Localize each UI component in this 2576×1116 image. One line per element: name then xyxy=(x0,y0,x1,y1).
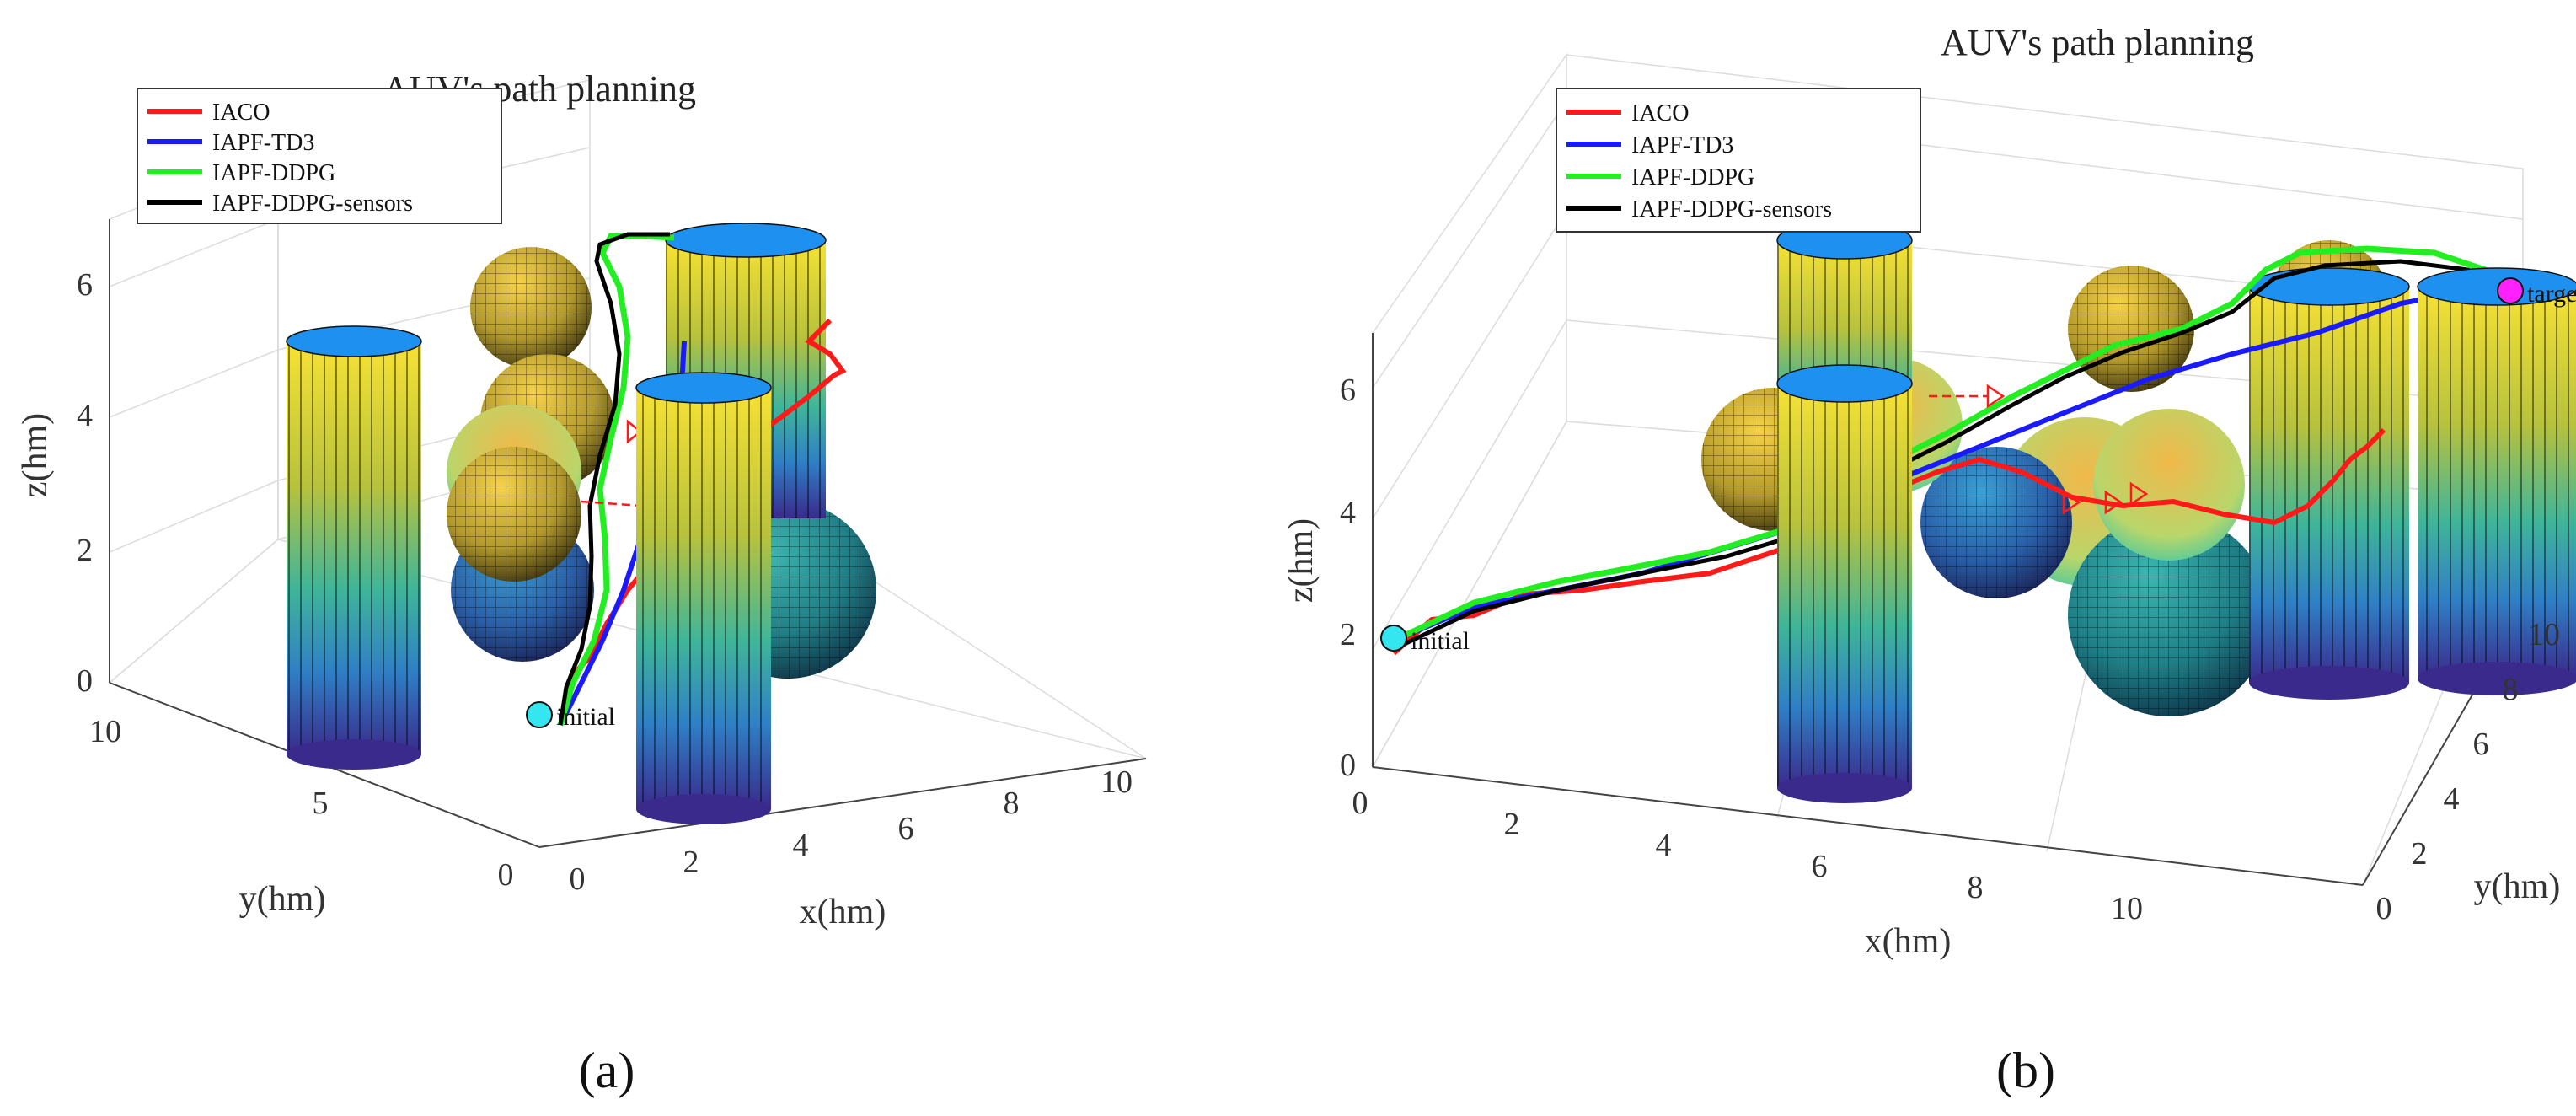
initial-label: initial xyxy=(556,703,615,731)
x-tick-label: 4 xyxy=(793,828,809,863)
obstacles-a xyxy=(286,223,876,770)
x-tick-label: 10 xyxy=(2111,891,2143,926)
legend-entry: IAPF-TD3 xyxy=(1631,132,1733,158)
x-axis-line-b xyxy=(1372,766,2364,886)
paths-b xyxy=(1392,245,2504,656)
panel-a: initial AUV's path planning IACO IAPF-TD… xyxy=(16,68,1147,1098)
y-tick-label: 0 xyxy=(2376,891,2392,926)
initial-marker: initial xyxy=(1380,625,1470,655)
series-iapf-ddpg-sensors-path xyxy=(1392,259,2504,652)
legend-b: IACO IAPF-TD3 IAPF-DDPG IAPF-DDPG-sensor… xyxy=(1556,88,1921,233)
legend-entry: IACO xyxy=(212,99,270,126)
chart-title: AUV's path planning xyxy=(1941,22,2254,63)
sphere-obstacle xyxy=(2093,409,2245,561)
x-ticks-b: 0 2 4 6 8 10 xyxy=(1352,786,2144,926)
legend-entry: IAPF-DDPG-sensors xyxy=(212,190,413,217)
x-axis-label: x(hm) xyxy=(800,893,886,931)
y-axis-label: y(hm) xyxy=(239,880,326,919)
x-tick-label: 10 xyxy=(1101,765,1133,800)
series-iapf-ddpg-path xyxy=(1392,245,2504,644)
target-label: target xyxy=(2527,280,2576,308)
legend-entry: IAPF-DDPG xyxy=(212,160,335,186)
x-ticks-a: 0 2 4 6 8 10 xyxy=(570,765,1133,897)
initial-point xyxy=(526,701,553,728)
x-tick-label: 0 xyxy=(570,861,586,897)
initial-marker: initial xyxy=(526,701,615,731)
series-iaco-path xyxy=(1392,427,2386,656)
x-tick-label: 2 xyxy=(683,845,699,880)
x-tick-label: 0 xyxy=(1352,786,1368,821)
legend-entry: IACO xyxy=(1631,100,1689,126)
floor-a xyxy=(108,539,1147,848)
chart-a: initial AUV's path planning IACO IAPF-TD… xyxy=(16,68,1147,1098)
x-tick-label: 6 xyxy=(898,811,914,846)
y-tick-label: 10 xyxy=(2528,617,2560,652)
target-point xyxy=(2497,277,2524,304)
back-wall-left-a xyxy=(109,150,279,684)
back-wall-left-b xyxy=(1372,52,1567,770)
legend-entry: IAPF-DDPG xyxy=(1631,164,1754,190)
legend-entry: IAPF-TD3 xyxy=(212,130,314,156)
series-iapf-ddpg-sensors-path xyxy=(558,232,670,726)
z-tick-label: 2 xyxy=(1340,617,1356,652)
panel-label: (a) xyxy=(579,1043,635,1098)
z-tick-label: 0 xyxy=(1340,748,1356,783)
target-marker: target xyxy=(2497,277,2576,308)
legend-a: IACO IAPF-TD3 IAPF-DDPG IAPF-DDPG-sensor… xyxy=(137,88,502,224)
cylinder-obstacle xyxy=(2248,267,2410,700)
initial-point xyxy=(1380,625,1407,652)
z-tick-label: 6 xyxy=(1340,373,1356,408)
z-tick-label: 6 xyxy=(77,267,93,303)
x-tick-label: 6 xyxy=(1812,849,1828,884)
panel-label: (b) xyxy=(1996,1043,2055,1098)
cylinder-obstacle xyxy=(635,372,772,824)
cylinder-obstacle xyxy=(286,325,422,770)
chart-b: initial target AUV's path planning IACO … xyxy=(1288,22,2576,1098)
x-tick-label: 2 xyxy=(1504,807,1520,842)
y-tick-label: 10 xyxy=(89,714,121,749)
x-axis-label: x(hm) xyxy=(1865,922,1952,961)
y-ticks-a: 0 5 10 xyxy=(89,714,514,893)
y-tick-label: 0 xyxy=(498,857,514,893)
cylinder-obstacle xyxy=(2417,267,2576,695)
z-ticks-a: 0 2 4 6 xyxy=(77,267,93,699)
x-tick-label: 4 xyxy=(1656,828,1672,863)
legend-entry: IAPF-DDPG-sensors xyxy=(1631,196,1832,223)
y-tick-label: 5 xyxy=(313,786,329,821)
x-tick-label: 8 xyxy=(1968,870,1984,905)
y-tick-label: 6 xyxy=(2473,727,2489,762)
x-tick-label: 8 xyxy=(1004,786,1020,821)
z-tick-label: 4 xyxy=(1340,495,1356,530)
panel-b: initial target AUV's path planning IACO … xyxy=(1288,0,2576,1116)
z-tick-label: 0 xyxy=(77,663,93,699)
z-axis-label: z(hm) xyxy=(1288,518,1320,603)
y-tick-label: 8 xyxy=(2503,672,2519,707)
y-tick-label: 4 xyxy=(2444,781,2460,817)
y-tick-label: 2 xyxy=(2412,836,2428,872)
cylinder-obstacle xyxy=(1776,364,1913,803)
y-ticks-b: 0 2 4 6 8 10 xyxy=(2376,617,2561,926)
y-axis-label: y(hm) xyxy=(2474,867,2561,906)
x-axis-line-a xyxy=(538,758,1147,848)
z-tick-label: 2 xyxy=(77,533,93,568)
initial-label: initial xyxy=(1411,627,1470,655)
z-axis-label: z(hm) xyxy=(16,413,55,497)
z-tick-label: 4 xyxy=(77,398,93,433)
z-ticks-b: 0 2 4 6 xyxy=(1340,373,1356,783)
